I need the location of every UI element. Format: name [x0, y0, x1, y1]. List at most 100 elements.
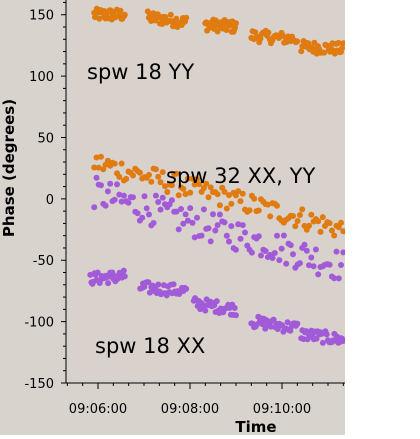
data-point-spw18-yy [121, 11, 128, 18]
data-point-spw32-yy [196, 181, 203, 188]
data-point-spw32-yy [326, 220, 333, 227]
right-blank-pane [345, 0, 420, 435]
data-point-spw32-xx [198, 232, 205, 239]
data-point-spw18-xx [284, 319, 291, 326]
y-tick-label: -150 [24, 377, 54, 392]
data-point-spw32-xx [228, 223, 235, 230]
data-point-spw32-xx [205, 225, 212, 232]
data-point-spw32-yy [264, 201, 271, 208]
data-point-spw18-yy [265, 29, 272, 36]
data-point-spw32-xx [278, 245, 285, 252]
data-point-spw32-xx [102, 202, 109, 209]
data-point-spw32-xx [191, 234, 198, 241]
data-point-spw18-yy [321, 49, 328, 56]
data-point-spw32-xx [189, 219, 196, 226]
data-point-spw32-yy [317, 228, 324, 235]
data-point-spw18-xx [94, 269, 101, 276]
data-point-spw32-yy [175, 192, 182, 199]
data-points [87, 5, 347, 346]
data-point-spw32-yy [118, 160, 125, 167]
data-point-spw18-xx [233, 312, 239, 319]
data-point-spw18-xx [121, 273, 128, 280]
data-point-spw32-yy [239, 190, 246, 197]
data-point-spw32-xx [237, 235, 244, 242]
data-point-spw18-xx [294, 320, 301, 327]
data-point-spw32-yy [180, 185, 187, 192]
data-point-spw18-yy [257, 35, 264, 42]
data-point-spw18-xx [323, 331, 330, 338]
data-point-spw32-xx [232, 246, 239, 253]
y-tick-label: 50 [37, 131, 54, 146]
data-point-spw32-yy [203, 180, 210, 187]
data-point-spw32-xx [139, 214, 146, 221]
data-point-spw32-xx [91, 204, 98, 211]
data-point-spw18-yy [339, 45, 346, 51]
data-point-spw32-xx [111, 196, 118, 203]
data-point-spw32-yy [290, 213, 296, 219]
data-point-spw18-yy [183, 14, 190, 21]
data-point-spw32-xx [120, 192, 127, 199]
data-point-spw18-xx [145, 279, 152, 286]
data-point-spw32-yy [223, 205, 230, 212]
data-point-spw32-xx [155, 199, 162, 205]
data-point-spw18-yy [252, 29, 259, 36]
data-point-spw18-xx [120, 267, 127, 274]
data-point-spw32-yy [226, 192, 232, 199]
data-point-spw32-xx [262, 248, 269, 254]
data-point-spw32-yy [292, 223, 299, 230]
data-point-spw32-xx [290, 251, 296, 258]
data-point-spw32-yy [93, 154, 100, 161]
data-point-spw32-xx [296, 260, 303, 267]
data-point-spw32-xx [173, 208, 180, 215]
data-point-spw18-yy [173, 15, 180, 22]
y-ticks: 150 100 50 0 -50 -100 -150 [24, 1, 66, 392]
data-point-spw32-xx [143, 205, 150, 212]
y-tick-label: 100 [29, 70, 54, 85]
data-point-spw32-yy [152, 166, 159, 173]
data-point-spw32-xx [157, 206, 164, 213]
data-point-spw32-xx [326, 261, 333, 268]
data-point-spw32-yy [95, 164, 102, 171]
data-point-spw18-xx [259, 321, 266, 328]
data-point-spw32-xx [331, 275, 338, 282]
data-point-spw32-xx [212, 227, 219, 234]
data-point-spw18-xx [287, 327, 294, 334]
data-point-spw32-xx [210, 211, 216, 218]
data-point-spw32-xx [194, 214, 200, 221]
data-point-spw32-xx [308, 254, 315, 261]
data-point-spw32-yy [205, 194, 212, 201]
data-point-spw32-xx [315, 271, 322, 278]
data-point-spw32-xx [235, 221, 242, 228]
data-point-spw18-yy [233, 20, 239, 27]
data-point-spw32-yy [308, 211, 315, 218]
y-tick-label: -50 [33, 254, 54, 269]
data-point-spw18-xx [155, 281, 162, 288]
data-point-spw18-xx [313, 335, 320, 342]
data-point-spw32-xx [340, 249, 347, 256]
data-point-spw18-yy [204, 27, 211, 34]
data-point-spw32-yy [267, 213, 274, 220]
data-point-spw32-xx [134, 210, 141, 217]
data-point-spw32-yy [164, 189, 171, 195]
data-point-spw32-xx [269, 255, 276, 261]
data-point-spw32-yy [159, 169, 166, 176]
data-point-spw32-yy [306, 222, 312, 229]
data-point-spw32-xx [333, 248, 340, 255]
data-point-spw32-xx [184, 217, 191, 224]
data-point-spw32-yy [155, 173, 162, 180]
data-point-spw32-yy [214, 191, 221, 198]
data-point-spw32-yy [100, 166, 107, 173]
data-point-spw32-xx [303, 247, 310, 254]
data-point-spw32-xx [306, 262, 312, 269]
ann-spw18-xx: spw 18 XX [95, 334, 205, 358]
data-point-spw32-xx [130, 194, 136, 201]
data-point-spw32-yy [162, 183, 168, 190]
data-point-spw32-xx [271, 250, 278, 256]
data-point-spw32-xx [216, 211, 223, 218]
x-axis-label: Time [235, 418, 276, 435]
data-point-spw32-xx [287, 242, 294, 249]
data-point-spw32-xx [335, 275, 342, 282]
data-point-spw32-yy [235, 188, 242, 195]
